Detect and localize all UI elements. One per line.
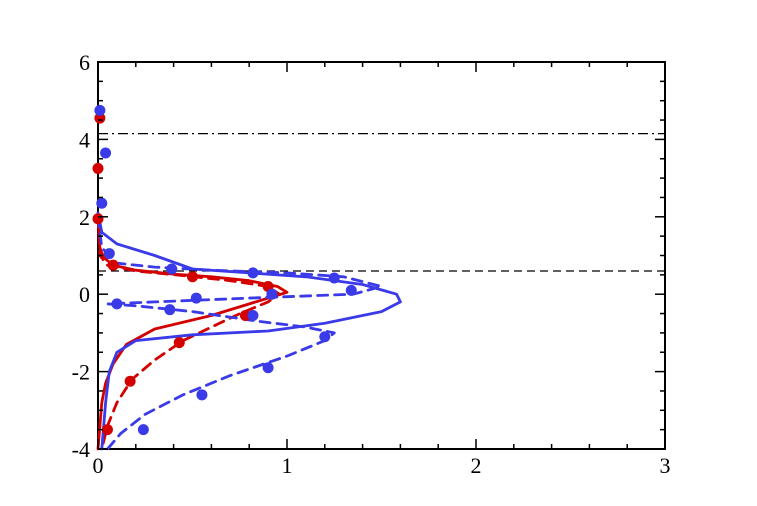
data-point-1-9 xyxy=(190,292,202,304)
data-point-0-9 xyxy=(101,424,113,436)
x-tick-label: 3 xyxy=(660,453,671,478)
data-point-1-14 xyxy=(262,362,274,374)
data-point-1-1 xyxy=(100,147,112,159)
x-tick-label: 0 xyxy=(93,453,104,478)
x-tick-label: 2 xyxy=(471,453,482,478)
data-point-1-6 xyxy=(328,272,340,284)
y-tick-label: -2 xyxy=(72,360,90,385)
y-tick-label: 2 xyxy=(79,205,90,230)
data-point-1-13 xyxy=(319,331,331,343)
data-point-1-8 xyxy=(266,288,278,300)
series-layer xyxy=(96,211,402,451)
data-point-1-7 xyxy=(345,284,357,296)
marker-layer xyxy=(92,104,357,436)
data-point-0-8 xyxy=(124,375,136,387)
y-tick-label: -4 xyxy=(72,437,90,462)
y-tick-label: 4 xyxy=(79,127,90,152)
plot-area xyxy=(97,61,666,450)
data-point-0-4 xyxy=(187,271,198,283)
data-point-1-16 xyxy=(137,424,149,436)
series-line-2 xyxy=(96,211,402,451)
data-point-0-0 xyxy=(94,112,106,124)
series-line-3 xyxy=(96,215,383,451)
series-line-1 xyxy=(96,215,281,451)
series-line-0 xyxy=(96,215,289,451)
axis-ticks xyxy=(97,61,666,450)
data-point-0-3 xyxy=(107,259,119,271)
data-point-0-6 xyxy=(239,309,251,321)
data-point-0-2 xyxy=(92,213,104,225)
data-point-1-12 xyxy=(247,309,259,321)
plot-border xyxy=(97,61,666,450)
y-tick-label: 0 xyxy=(79,282,90,307)
data-point-1-2 xyxy=(96,197,108,209)
reference-lines xyxy=(98,132,665,272)
data-point-1-5 xyxy=(247,267,259,279)
data-point-1-0 xyxy=(94,104,106,116)
axis-tick-labels: 0 1 2 3 -4 -2 0 2 4 6 xyxy=(72,50,671,478)
data-point-1-11 xyxy=(164,304,176,316)
data-point-1-4 xyxy=(166,263,178,275)
data-point-0-7 xyxy=(173,337,185,349)
y-tick-label: 6 xyxy=(79,50,90,75)
data-point-1-10 xyxy=(111,298,123,310)
data-point-1-15 xyxy=(196,389,208,401)
data-point-1-3 xyxy=(103,248,115,260)
x-tick-label: 1 xyxy=(282,453,293,478)
data-point-0-1 xyxy=(92,162,104,174)
